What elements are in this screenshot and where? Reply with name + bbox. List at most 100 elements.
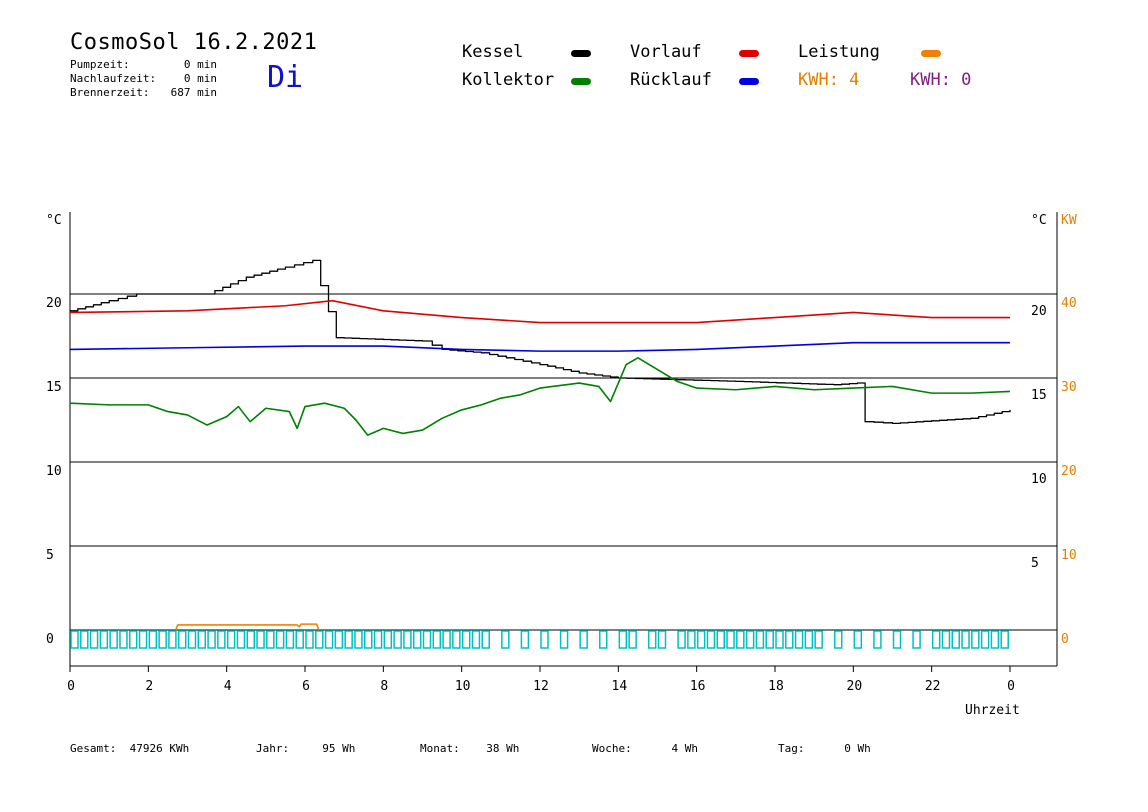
legend-vorlauf-label: Vorlauf <box>630 42 702 62</box>
footer-label: Woche: <box>592 742 632 755</box>
pump-marker <box>461 630 471 649</box>
pump-marker <box>785 630 794 649</box>
pump-marker <box>765 630 774 649</box>
y-tick-label-kw: 20 <box>1061 464 1077 479</box>
pump-marker <box>344 630 353 649</box>
pump-marker <box>814 630 823 649</box>
y-tick-label-kw: 0 <box>1061 632 1069 647</box>
legend-leistung-label: Leistung <box>798 42 880 62</box>
pump-marker <box>628 630 637 649</box>
pump-marker <box>432 630 442 649</box>
kwh-total-label: KWH: 4 <box>798 70 860 90</box>
pump-marker <box>109 630 118 649</box>
pump-marker <box>804 630 814 649</box>
pump-marker <box>990 630 1000 649</box>
pump-marker <box>579 630 588 649</box>
stat-value: 687 min <box>170 86 217 99</box>
pump-marker <box>520 630 530 649</box>
pump-marker <box>217 630 226 649</box>
stat-pumpzeit: Pumpzeit: 0 min <box>70 58 217 71</box>
stat-label: Nachlaufzeit: <box>70 72 157 85</box>
footer-jahr: Jahr: 95 Wh <box>256 742 355 755</box>
legend-vorlauf-swatch <box>739 50 759 57</box>
pump-marker <box>256 630 265 649</box>
pump-marker <box>70 630 79 649</box>
pump-marker <box>618 630 628 649</box>
pump-marker <box>168 630 177 649</box>
x-tick-label: 2 <box>145 679 153 694</box>
pump-marker <box>383 630 393 649</box>
pump-marker <box>266 630 275 649</box>
pump-marker <box>657 630 667 649</box>
stat-label: Brennerzeit: <box>70 86 150 99</box>
footer-gesamt: Gesamt: 47926 KWh <box>70 742 189 755</box>
x-tick-label: 10 <box>455 679 471 694</box>
y-unit-left: °C <box>46 213 62 228</box>
footer-label: Jahr: <box>256 742 290 755</box>
y-tick-label-left: 0 <box>46 632 54 647</box>
x-tick-label: 18 <box>768 679 784 694</box>
pump-marker <box>912 630 921 649</box>
page-title: CosmoSol 16.2.2021 <box>70 30 318 55</box>
pump-marker <box>971 630 980 649</box>
legend-kessel-swatch <box>571 50 591 57</box>
pump-marker <box>138 630 148 649</box>
y-unit-kw: KW <box>1061 213 1077 228</box>
pump-marker <box>412 630 422 649</box>
pump-marker <box>892 630 902 649</box>
y-tick-label-left: 15 <box>46 380 62 395</box>
pump-marker <box>559 630 569 649</box>
y-tick-label-right: 10 <box>1031 472 1047 487</box>
legend-kollektor-swatch <box>571 78 591 85</box>
legend-leistung-swatch <box>921 50 941 57</box>
footer-woche: Woche: 4 Wh <box>592 742 698 755</box>
stat-value: 0 min <box>183 58 217 71</box>
pump-marker <box>834 630 843 649</box>
pump-marker <box>119 630 128 649</box>
series-line-kollektor <box>69 357 1011 436</box>
pump-marker <box>148 630 158 649</box>
y-tick-label-kw: 30 <box>1061 380 1077 395</box>
x-tick-label: 12 <box>533 679 549 694</box>
pump-marker <box>599 630 608 649</box>
y-tick-label-right: 5 <box>1031 556 1039 571</box>
x-tick-label: 4 <box>224 679 232 694</box>
y-tick-label-right: 15 <box>1031 388 1047 403</box>
x-tick-label: 22 <box>925 679 941 694</box>
pump-marker <box>961 630 970 649</box>
pump-marker <box>481 630 490 649</box>
pump-marker <box>853 630 863 649</box>
footer-value: 95 Wh <box>322 742 356 755</box>
legend-ruecklauf-swatch <box>739 78 759 85</box>
pump-marker <box>696 630 706 649</box>
pump-marker <box>775 630 784 649</box>
pump-marker <box>373 630 383 649</box>
footer-value: 0 Wh <box>844 742 871 755</box>
x-axis-label: Uhrzeit <box>965 703 1020 718</box>
x-tick-label: 14 <box>612 679 628 694</box>
y-tick-label-left: 5 <box>46 548 54 563</box>
kwh-secondary-label: KWH: 0 <box>910 70 972 90</box>
stat-nachlaufzeit: Nachlaufzeit: 0 min <box>70 72 217 85</box>
x-tick-label: 20 <box>847 679 863 694</box>
pump-marker <box>726 630 735 649</box>
legend-kollektor-label: Kollektor <box>462 70 555 90</box>
pump-marker <box>226 630 236 649</box>
y-tick-label-kw: 40 <box>1061 296 1077 311</box>
pump-marker <box>540 630 549 649</box>
pump-marker <box>315 630 324 649</box>
pump-marker <box>1000 630 1009 649</box>
series-line-vorlauf <box>69 299 1010 324</box>
pump-marker <box>931 630 941 649</box>
pump-marker <box>442 630 451 649</box>
pump-marker <box>187 630 197 649</box>
pump-marker <box>873 630 882 649</box>
stat-value: 0 min <box>183 72 217 85</box>
pump-marker <box>207 630 216 649</box>
pump-marker <box>403 630 412 649</box>
pump-marker <box>89 630 99 649</box>
pump-marker <box>647 630 657 649</box>
pump-marker <box>422 630 432 649</box>
pump-marker <box>80 630 89 649</box>
